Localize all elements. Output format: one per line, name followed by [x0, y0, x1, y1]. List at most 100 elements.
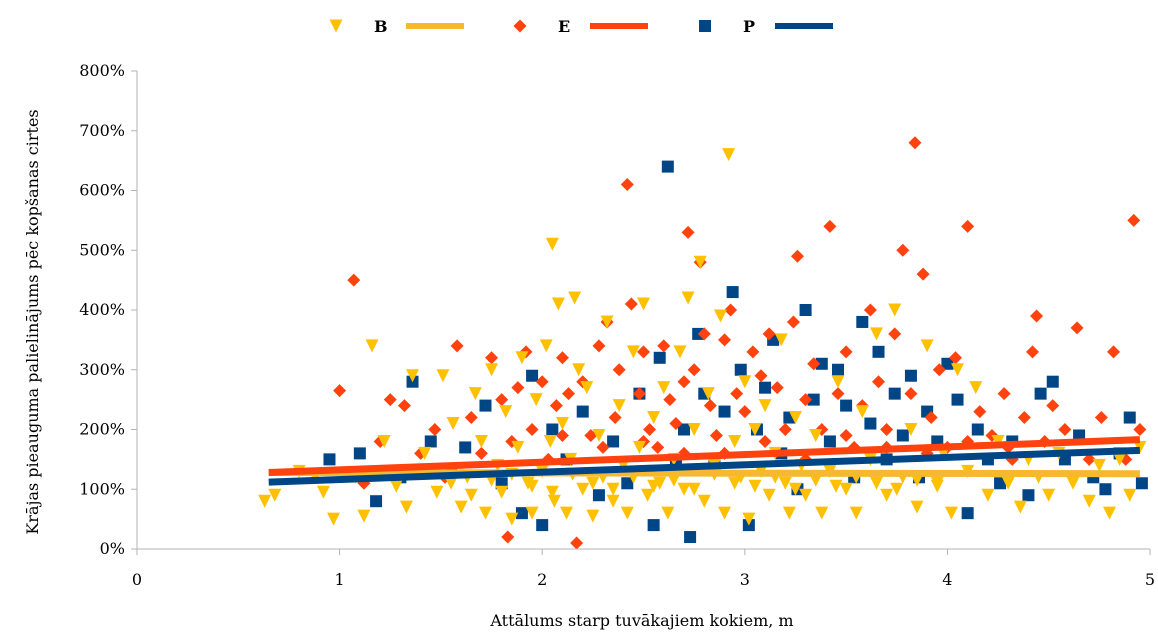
y-tick-label: 300%	[79, 360, 125, 379]
point-b	[910, 473, 924, 487]
point-p	[807, 393, 820, 406]
point-e	[961, 219, 975, 233]
point-b	[910, 500, 924, 514]
point-b	[809, 428, 823, 442]
legend-item-b: B	[329, 17, 464, 36]
point-b	[748, 423, 762, 436]
point-b	[687, 482, 701, 496]
point-b	[728, 434, 742, 448]
point-p	[647, 519, 660, 532]
point-b	[778, 476, 792, 490]
point-b	[991, 434, 1005, 448]
point-p	[840, 399, 853, 412]
point-e	[997, 387, 1011, 401]
point-b	[673, 345, 687, 359]
point-e	[724, 303, 738, 317]
point-e	[872, 375, 886, 389]
point-b	[839, 482, 853, 496]
point-e	[450, 339, 464, 353]
point-b	[444, 476, 458, 490]
point-e	[709, 428, 723, 442]
y-tick-label: 600%	[79, 181, 125, 200]
point-b	[782, 506, 796, 520]
point-b	[586, 509, 600, 523]
point-b	[485, 363, 499, 377]
point-b	[268, 488, 282, 502]
point-b	[687, 423, 701, 436]
point-e	[1025, 345, 1039, 359]
point-b	[920, 339, 934, 353]
point-p	[546, 423, 559, 436]
y-tick-label: 100%	[79, 479, 125, 498]
point-p	[1099, 483, 1112, 496]
point-e	[495, 393, 509, 407]
point-b	[829, 479, 843, 493]
point-b	[568, 291, 582, 305]
y-tick-label: 800%	[79, 61, 125, 80]
point-b	[904, 423, 918, 436]
point-e	[730, 387, 744, 401]
point-b	[377, 434, 391, 448]
point-p	[607, 435, 620, 448]
y-tick-label: 500%	[79, 240, 125, 259]
point-b	[641, 488, 655, 502]
point-p	[856, 315, 869, 328]
point-b	[580, 381, 594, 395]
point-b	[1123, 488, 1137, 502]
point-b	[713, 309, 727, 323]
point-b	[718, 506, 732, 520]
point-b	[809, 473, 823, 487]
point-b	[1066, 476, 1080, 490]
point-e	[770, 381, 784, 395]
point-e	[758, 434, 772, 448]
point-p	[424, 435, 437, 448]
plot-area	[258, 136, 1148, 550]
point-b	[505, 512, 519, 526]
point-e	[464, 411, 478, 425]
point-b	[647, 479, 661, 493]
y-tick-label: 400%	[79, 300, 125, 319]
point-p	[621, 477, 634, 490]
point-p	[896, 429, 909, 442]
x-tick-label: 4	[942, 570, 952, 589]
point-e	[880, 423, 894, 436]
point-e	[924, 411, 938, 425]
point-p	[872, 345, 885, 358]
point-b	[722, 148, 736, 162]
point-b	[880, 488, 894, 502]
point-b	[468, 387, 482, 401]
point-b	[572, 363, 586, 377]
point-e	[555, 351, 569, 365]
point-p	[864, 417, 877, 430]
point-b	[1082, 494, 1096, 508]
point-p	[592, 489, 605, 502]
point-b	[661, 506, 675, 520]
point-e	[511, 381, 525, 395]
legend-marker-p	[699, 20, 711, 32]
point-p	[799, 304, 812, 316]
trendline-p	[268, 446, 1140, 486]
point-e	[657, 339, 671, 353]
point-b	[327, 512, 341, 526]
point-b	[515, 351, 529, 365]
point-b	[657, 381, 671, 395]
point-e	[973, 405, 987, 419]
point-b	[499, 405, 513, 419]
point-e	[643, 423, 657, 436]
point-b	[762, 488, 776, 502]
point-b	[869, 327, 883, 341]
point-p	[1135, 477, 1148, 490]
point-e	[1030, 309, 1044, 323]
point-e	[746, 345, 760, 359]
point-b	[1042, 488, 1056, 502]
point-p	[734, 363, 747, 376]
point-e	[612, 363, 626, 377]
point-e	[697, 327, 711, 341]
point-p	[831, 363, 844, 376]
point-b	[951, 363, 965, 377]
point-e	[333, 384, 347, 398]
point-b	[1001, 476, 1015, 490]
point-e	[397, 399, 411, 413]
